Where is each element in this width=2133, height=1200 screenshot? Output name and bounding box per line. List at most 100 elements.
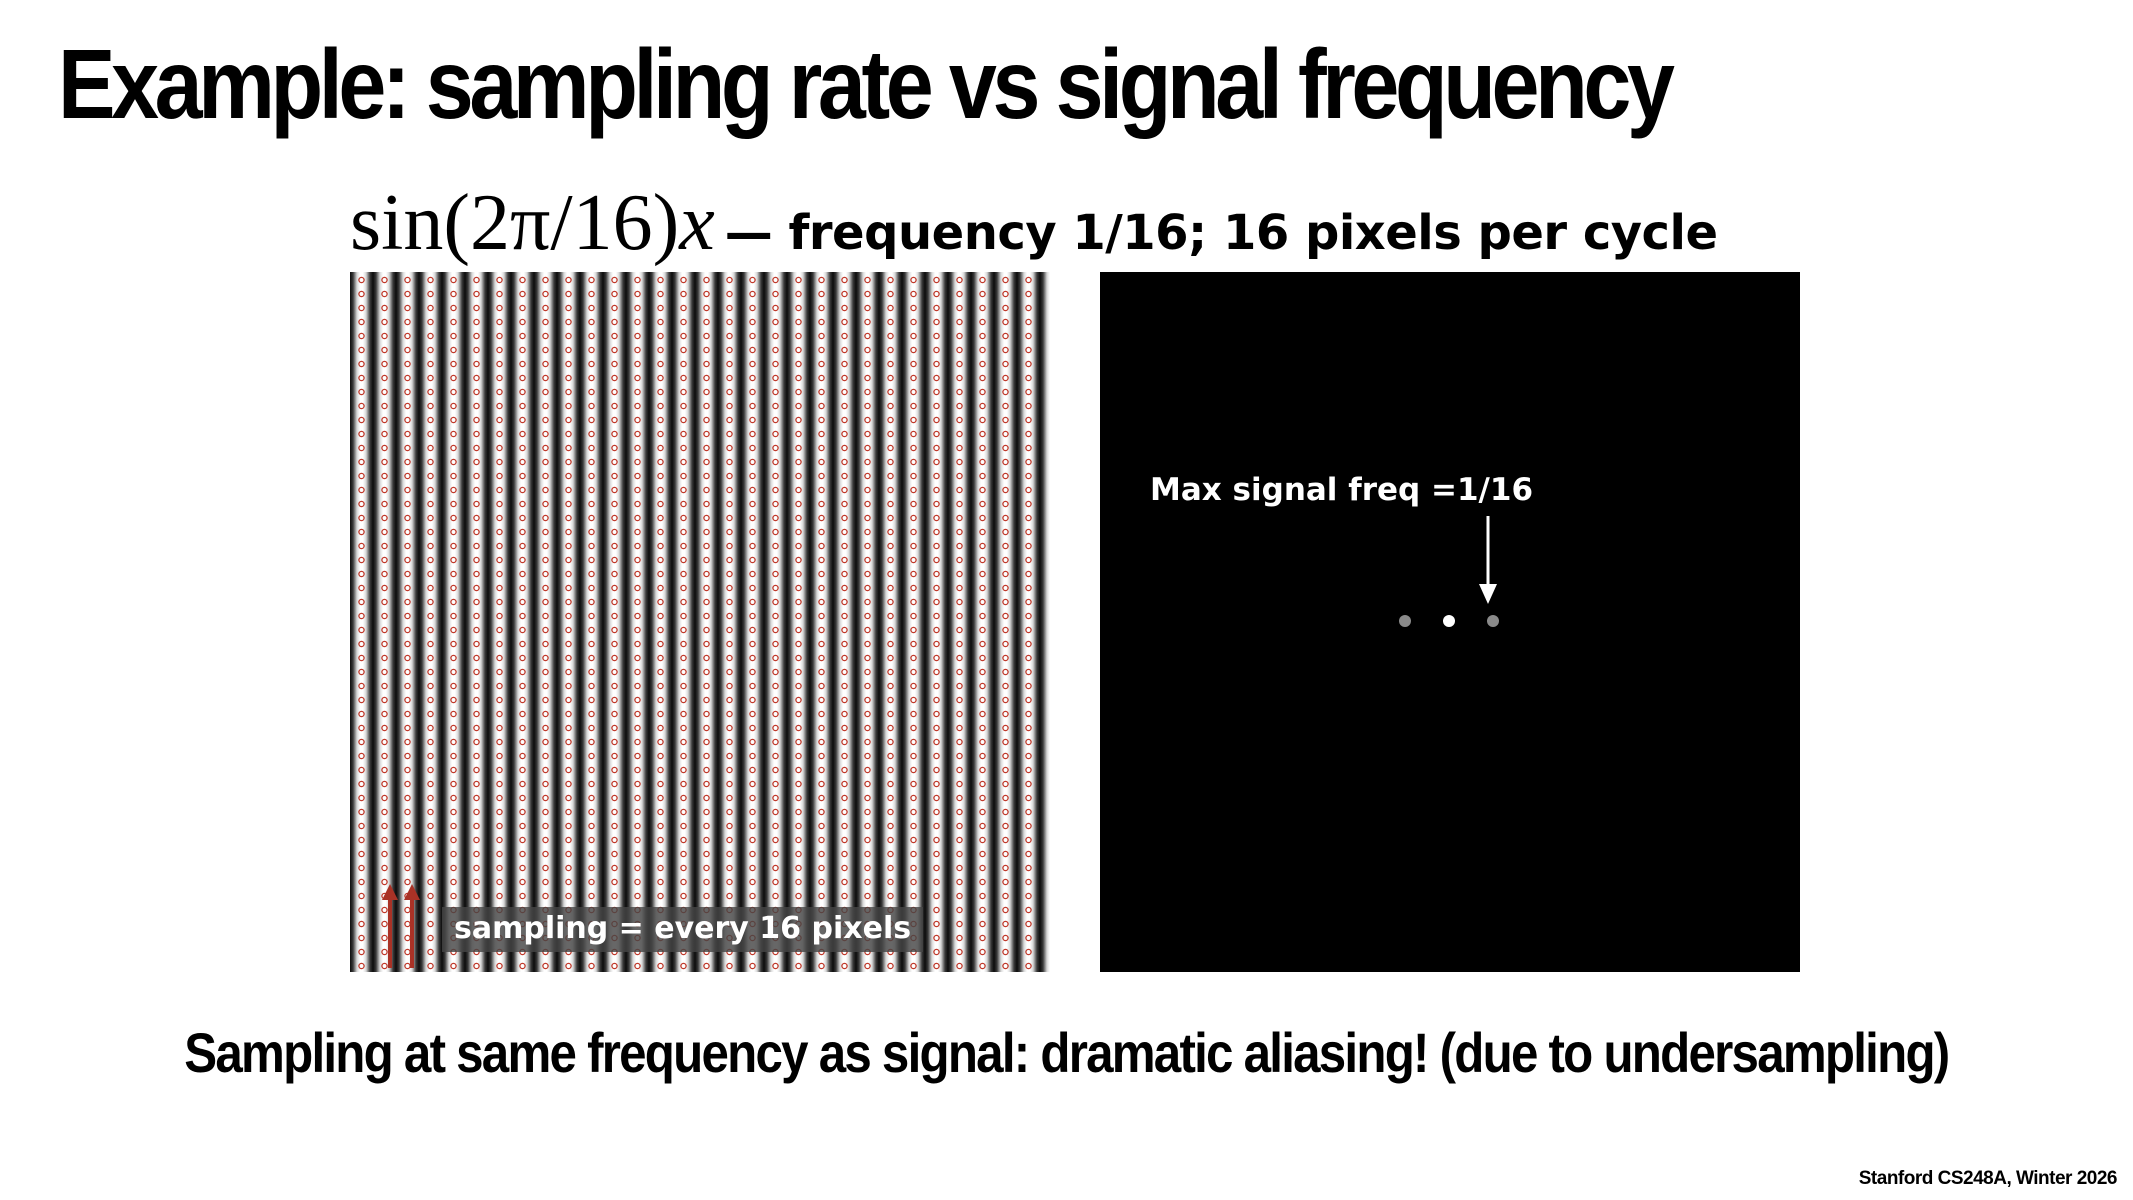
sample-point bbox=[519, 612, 526, 620]
sample-point bbox=[749, 696, 756, 704]
sample-point bbox=[841, 962, 848, 970]
sample-point bbox=[749, 332, 756, 340]
sample-point bbox=[381, 514, 388, 522]
sample-point bbox=[772, 836, 779, 844]
sample-point bbox=[427, 374, 434, 382]
sample-point bbox=[565, 598, 572, 606]
sample-point bbox=[496, 878, 503, 886]
sample-point bbox=[427, 430, 434, 438]
sample-point bbox=[887, 668, 894, 676]
sample-point bbox=[450, 318, 457, 326]
sample-point bbox=[933, 612, 940, 620]
sample-point bbox=[657, 542, 664, 550]
sample-point bbox=[404, 724, 411, 732]
sample-point bbox=[542, 808, 549, 816]
sample-point bbox=[1002, 318, 1009, 326]
sample-point bbox=[473, 416, 480, 424]
sample-point bbox=[772, 626, 779, 634]
sample-point bbox=[427, 920, 434, 928]
sample-point bbox=[519, 318, 526, 326]
sample-point bbox=[933, 682, 940, 690]
sample-point bbox=[588, 430, 595, 438]
sample-point bbox=[381, 570, 388, 578]
sample-point bbox=[887, 360, 894, 368]
sample-point bbox=[818, 724, 825, 732]
sample-point bbox=[726, 402, 733, 410]
sample-point bbox=[358, 612, 365, 620]
sample-point bbox=[381, 416, 388, 424]
sample-point bbox=[542, 486, 549, 494]
sample-point bbox=[979, 612, 986, 620]
sample-point bbox=[841, 346, 848, 354]
sample-point bbox=[841, 710, 848, 718]
sample-point bbox=[772, 766, 779, 774]
sample-point bbox=[381, 290, 388, 298]
sample-point bbox=[933, 668, 940, 676]
sample-point bbox=[381, 864, 388, 872]
sample-point bbox=[680, 542, 687, 550]
sample-point bbox=[496, 654, 503, 662]
sample-point bbox=[381, 402, 388, 410]
sample-point bbox=[450, 696, 457, 704]
sample-point bbox=[496, 318, 503, 326]
sample-point bbox=[611, 290, 618, 298]
sample-point bbox=[381, 332, 388, 340]
sample-point bbox=[749, 444, 756, 452]
sample-point bbox=[657, 486, 664, 494]
sample-point bbox=[841, 430, 848, 438]
sample-point bbox=[611, 696, 618, 704]
sample-point bbox=[933, 584, 940, 592]
sample-point bbox=[910, 752, 917, 760]
sample-point bbox=[726, 556, 733, 564]
sample-point bbox=[404, 654, 411, 662]
sample-point bbox=[404, 780, 411, 788]
sample-point bbox=[680, 808, 687, 816]
sample-point bbox=[1025, 598, 1032, 606]
sample-point bbox=[887, 556, 894, 564]
sample-point bbox=[1025, 528, 1032, 536]
sample-point bbox=[542, 514, 549, 522]
sample-point bbox=[358, 472, 365, 480]
sample-point bbox=[726, 864, 733, 872]
sample-point bbox=[887, 416, 894, 424]
sample-point bbox=[542, 500, 549, 508]
sample-point bbox=[772, 962, 779, 970]
sample-point bbox=[749, 654, 756, 662]
sample-point bbox=[450, 360, 457, 368]
sample-point bbox=[634, 444, 641, 452]
sample-point bbox=[473, 780, 480, 788]
sample-point bbox=[565, 402, 572, 410]
sample-point bbox=[795, 584, 802, 592]
sample-point bbox=[1002, 444, 1009, 452]
sample-point bbox=[979, 556, 986, 564]
sample-point bbox=[404, 794, 411, 802]
sample-point bbox=[841, 332, 848, 340]
sample-point bbox=[450, 556, 457, 564]
sample-point bbox=[427, 668, 434, 676]
sample-point bbox=[657, 388, 664, 396]
sample-point bbox=[1025, 570, 1032, 578]
sample-point bbox=[703, 892, 710, 900]
sample-point bbox=[496, 752, 503, 760]
sample-point bbox=[680, 290, 687, 298]
sample-point bbox=[404, 542, 411, 550]
sample-point bbox=[818, 794, 825, 802]
sample-point bbox=[956, 444, 963, 452]
sample-point bbox=[657, 654, 664, 662]
sample-point bbox=[956, 304, 963, 312]
sample-point bbox=[358, 388, 365, 396]
sample-point bbox=[519, 640, 526, 648]
sample-point bbox=[726, 724, 733, 732]
sample-point bbox=[703, 486, 710, 494]
sample-point bbox=[772, 668, 779, 676]
sample-point bbox=[611, 556, 618, 564]
sample-point bbox=[726, 528, 733, 536]
sample-point bbox=[611, 458, 618, 466]
sample-point bbox=[496, 472, 503, 480]
sample-point bbox=[749, 388, 756, 396]
sample-point bbox=[450, 598, 457, 606]
sample-point bbox=[979, 920, 986, 928]
sample-point bbox=[358, 738, 365, 746]
sample-point bbox=[703, 612, 710, 620]
sample-point bbox=[473, 654, 480, 662]
